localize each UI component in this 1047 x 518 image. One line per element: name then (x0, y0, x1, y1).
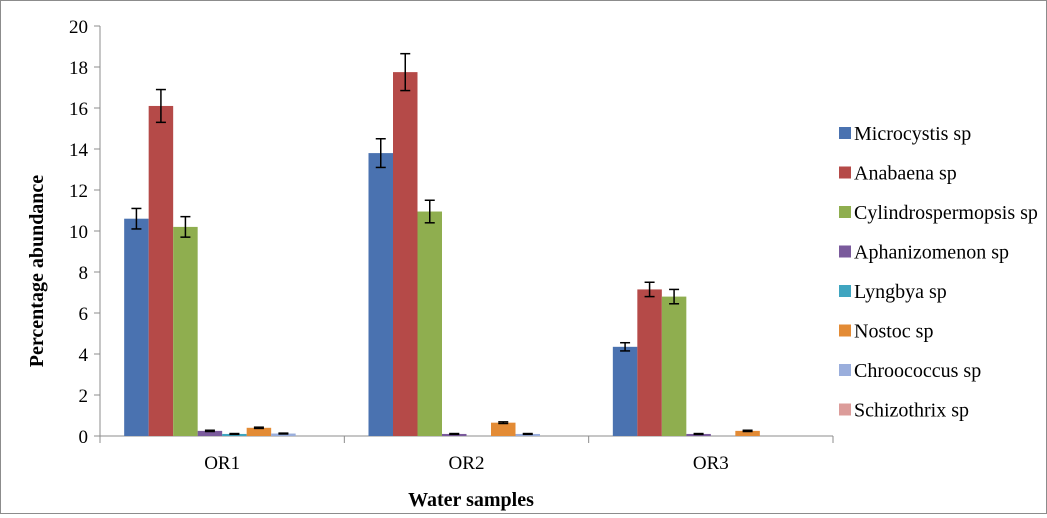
bar (661, 296, 687, 436)
bar (368, 153, 393, 436)
legend: Microcystis sp Anabaena sp Cylindrospermop… (839, 123, 1038, 422)
x-tick-label: OR1 (204, 453, 240, 474)
bar (271, 433, 296, 436)
legend-swatch (839, 166, 851, 179)
bar (393, 72, 418, 436)
y-tick-label: 16 (69, 99, 88, 120)
legend-label: Microcystis sp (854, 123, 971, 145)
bar (197, 430, 223, 436)
legend-label: Aphanizomenon sp (854, 242, 1009, 264)
y-tick-label: 2 (79, 386, 89, 407)
legend-swatch (839, 127, 851, 139)
legend-label: Anabaena sp (854, 163, 957, 185)
legend-label: Schizothrix sp (854, 400, 969, 422)
legend-swatch (839, 364, 851, 376)
bar (491, 422, 516, 436)
x-axis-title: Water samples (408, 489, 534, 511)
legend-swatch (839, 324, 851, 337)
x-tick-label: OR3 (693, 453, 729, 474)
bar (148, 105, 174, 436)
bar (735, 430, 760, 436)
bar (173, 226, 198, 436)
legend-label: Lyngbya sp (854, 281, 947, 303)
y-tick-label: 4 (79, 345, 89, 366)
bar (124, 218, 149, 436)
y-tick-label: 6 (79, 304, 89, 325)
bar (246, 427, 272, 436)
bar (637, 289, 662, 436)
legend-swatch (839, 403, 851, 416)
bar (417, 211, 442, 436)
legend-label: Chroococcus sp (854, 360, 981, 382)
legend-swatch (839, 285, 851, 297)
y-axis-title: Percentage abundance (26, 175, 48, 368)
x-axis: OR1 OR2 OR3 (99, 435, 834, 474)
legend-swatch (839, 245, 851, 258)
bar (612, 346, 638, 436)
y-tick-label: 18 (69, 58, 88, 79)
y-axis: 0 2 4 6 8 10 12 14 16 18 20 (69, 17, 101, 448)
y-tick-label: 0 (79, 427, 89, 448)
bars (124, 72, 760, 436)
legend-label: Nostoc sp (854, 321, 933, 343)
y-tick-label: 10 (69, 222, 88, 243)
legend-label: Cylindrospermopsis sp (854, 202, 1038, 224)
error-bars (131, 52, 753, 436)
y-tick-label: 14 (69, 140, 89, 161)
x-tick-label: OR2 (449, 453, 485, 474)
legend-swatch (839, 206, 851, 218)
y-tick-label: 20 (69, 17, 88, 38)
y-tick-label: 12 (69, 181, 88, 202)
y-tick-label: 8 (79, 263, 89, 284)
